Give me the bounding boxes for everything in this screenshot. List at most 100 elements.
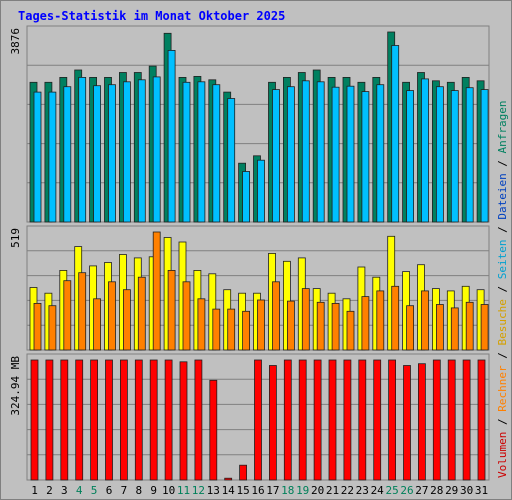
bar-besuche-day-24	[376, 290, 385, 351]
x-tick-label-day-4: 4	[76, 484, 83, 497]
x-tick-label-day-7: 7	[121, 484, 128, 497]
bar-besuche-day-17	[272, 281, 280, 351]
x-tick-label-day-20: 20	[311, 484, 324, 497]
legend-entry-rechner: Rechner	[496, 365, 509, 412]
bar-besuche-day-26	[406, 305, 415, 351]
x-tick-label-day-24: 24	[371, 484, 385, 497]
legend-entry-anfragen: Anfragen	[496, 100, 509, 153]
bar-dateien-day-6	[108, 84, 116, 223]
bar-besuche-day-7	[123, 289, 131, 351]
x-tick-label-day-3: 3	[61, 484, 68, 497]
bar-dateien-day-24	[376, 84, 385, 223]
bar-volumen-day-5	[90, 359, 98, 481]
bar-dateien-day-31	[480, 89, 489, 223]
bar-dateien-day-19	[301, 80, 310, 223]
bar-besuche-day-6	[108, 281, 116, 351]
bar-volumen-day-14	[224, 477, 233, 481]
bar-dateien-day-23	[361, 91, 370, 223]
bar-volumen-day-2	[45, 359, 54, 481]
bar-besuche-day-16	[257, 299, 265, 351]
x-tick-label-day-23: 23	[356, 484, 369, 497]
bar-dateien-day-13	[212, 84, 221, 223]
x-tick-label-day-6: 6	[106, 484, 113, 497]
bar-dateien-day-20	[316, 81, 325, 223]
bar-volumen-day-13	[209, 379, 218, 481]
x-tick-label-day-29: 29	[445, 484, 458, 497]
x-tick-label-day-2: 2	[46, 484, 53, 497]
bar-besuche-day-22	[346, 310, 355, 351]
bar-dateien-day-8	[137, 79, 146, 223]
bar-volumen-day-16	[254, 359, 262, 481]
bar-besuche-day-11	[182, 281, 191, 351]
legend-entry-separator: /	[496, 412, 509, 432]
x-tick-label-day-19: 19	[296, 484, 309, 497]
bar-volumen-day-1	[30, 359, 39, 481]
x-tick-label-day-30: 30	[460, 484, 473, 497]
bar-besuche-day-5	[93, 298, 101, 351]
bar-dateien-day-3	[63, 86, 72, 223]
bar-volumen-day-21	[328, 359, 337, 481]
x-tick-label-day-31: 31	[475, 484, 488, 497]
bar-volumen-day-12	[194, 359, 203, 481]
bar-dateien-day-28	[435, 86, 444, 223]
bar-dateien-day-18	[286, 86, 295, 223]
x-tick-label-day-15: 15	[236, 484, 249, 497]
bar-dateien-day-16	[257, 159, 265, 223]
right-legend: Volumen / Rechner / Besuche / Seiten / D…	[496, 100, 509, 478]
legend-entry-separator: /	[496, 220, 509, 240]
bar-besuche-day-25	[391, 285, 400, 351]
bar-dateien-day-7	[123, 81, 131, 223]
legend-entry-separator: /	[496, 153, 509, 173]
bar-dateien-day-10	[167, 50, 176, 223]
x-tick-label-day-27: 27	[415, 484, 428, 497]
bar-besuche-day-14	[227, 308, 236, 351]
bar-besuche-day-1	[33, 302, 42, 351]
bar-volumen-day-26	[403, 365, 411, 481]
bar-volumen-day-6	[105, 359, 113, 481]
bar-volumen-day-10	[164, 359, 173, 481]
bar-besuche-day-13	[212, 308, 221, 351]
legend-entry-separator: /	[496, 279, 509, 299]
bar-besuche-day-12	[197, 298, 206, 351]
bar-volumen-day-31	[477, 359, 486, 481]
bar-besuche-day-4	[78, 272, 87, 351]
bar-volumen-day-11	[179, 361, 188, 481]
legend-entry-seiten: Seiten	[496, 240, 509, 280]
bar-dateien-day-29	[450, 90, 459, 223]
bar-besuche-day-30	[465, 301, 474, 351]
bar-besuche-day-28	[435, 304, 444, 351]
x-tick-label-day-13: 13	[207, 484, 220, 497]
bar-besuche-day-2	[48, 305, 57, 351]
bar-volumen-day-15	[239, 464, 248, 481]
bar-dateien-day-5	[93, 85, 101, 223]
x-tick-label-day-25: 25	[385, 484, 398, 497]
bar-dateien-day-22	[346, 85, 355, 223]
bar-volumen-day-7	[120, 359, 128, 481]
x-tick-label-day-16: 16	[251, 484, 264, 497]
bar-besuche-day-19	[301, 288, 310, 351]
legend-entry-dateien: Dateien	[496, 173, 509, 219]
y-max-label-middle: 519	[9, 228, 22, 248]
bar-volumen-day-20	[313, 359, 322, 481]
bar-dateien-day-9	[152, 76, 161, 223]
bar-volumen-day-8	[134, 359, 143, 481]
x-tick-label-day-22: 22	[341, 484, 354, 497]
bar-volumen-day-30	[462, 359, 471, 481]
bar-dateien-day-26	[406, 90, 415, 223]
bar-dateien-day-21	[331, 86, 340, 223]
x-tick-label-day-12: 12	[192, 484, 205, 497]
bar-volumen-day-4	[75, 359, 84, 481]
bar-besuche-day-31	[480, 304, 489, 351]
bar-dateien-day-17	[272, 89, 280, 223]
bar-besuche-day-3	[63, 280, 72, 351]
bar-dateien-day-25	[391, 45, 400, 223]
bar-dateien-day-30	[465, 87, 474, 223]
x-tick-label-day-11: 11	[177, 484, 190, 497]
bar-volumen-day-19	[298, 359, 307, 481]
x-tick-label-day-9: 9	[150, 484, 157, 497]
x-tick-label-day-18: 18	[281, 484, 294, 497]
x-tick-label-day-17: 17	[266, 484, 279, 497]
bar-volumen-day-3	[60, 359, 69, 481]
bar-besuche-day-21	[331, 302, 340, 351]
